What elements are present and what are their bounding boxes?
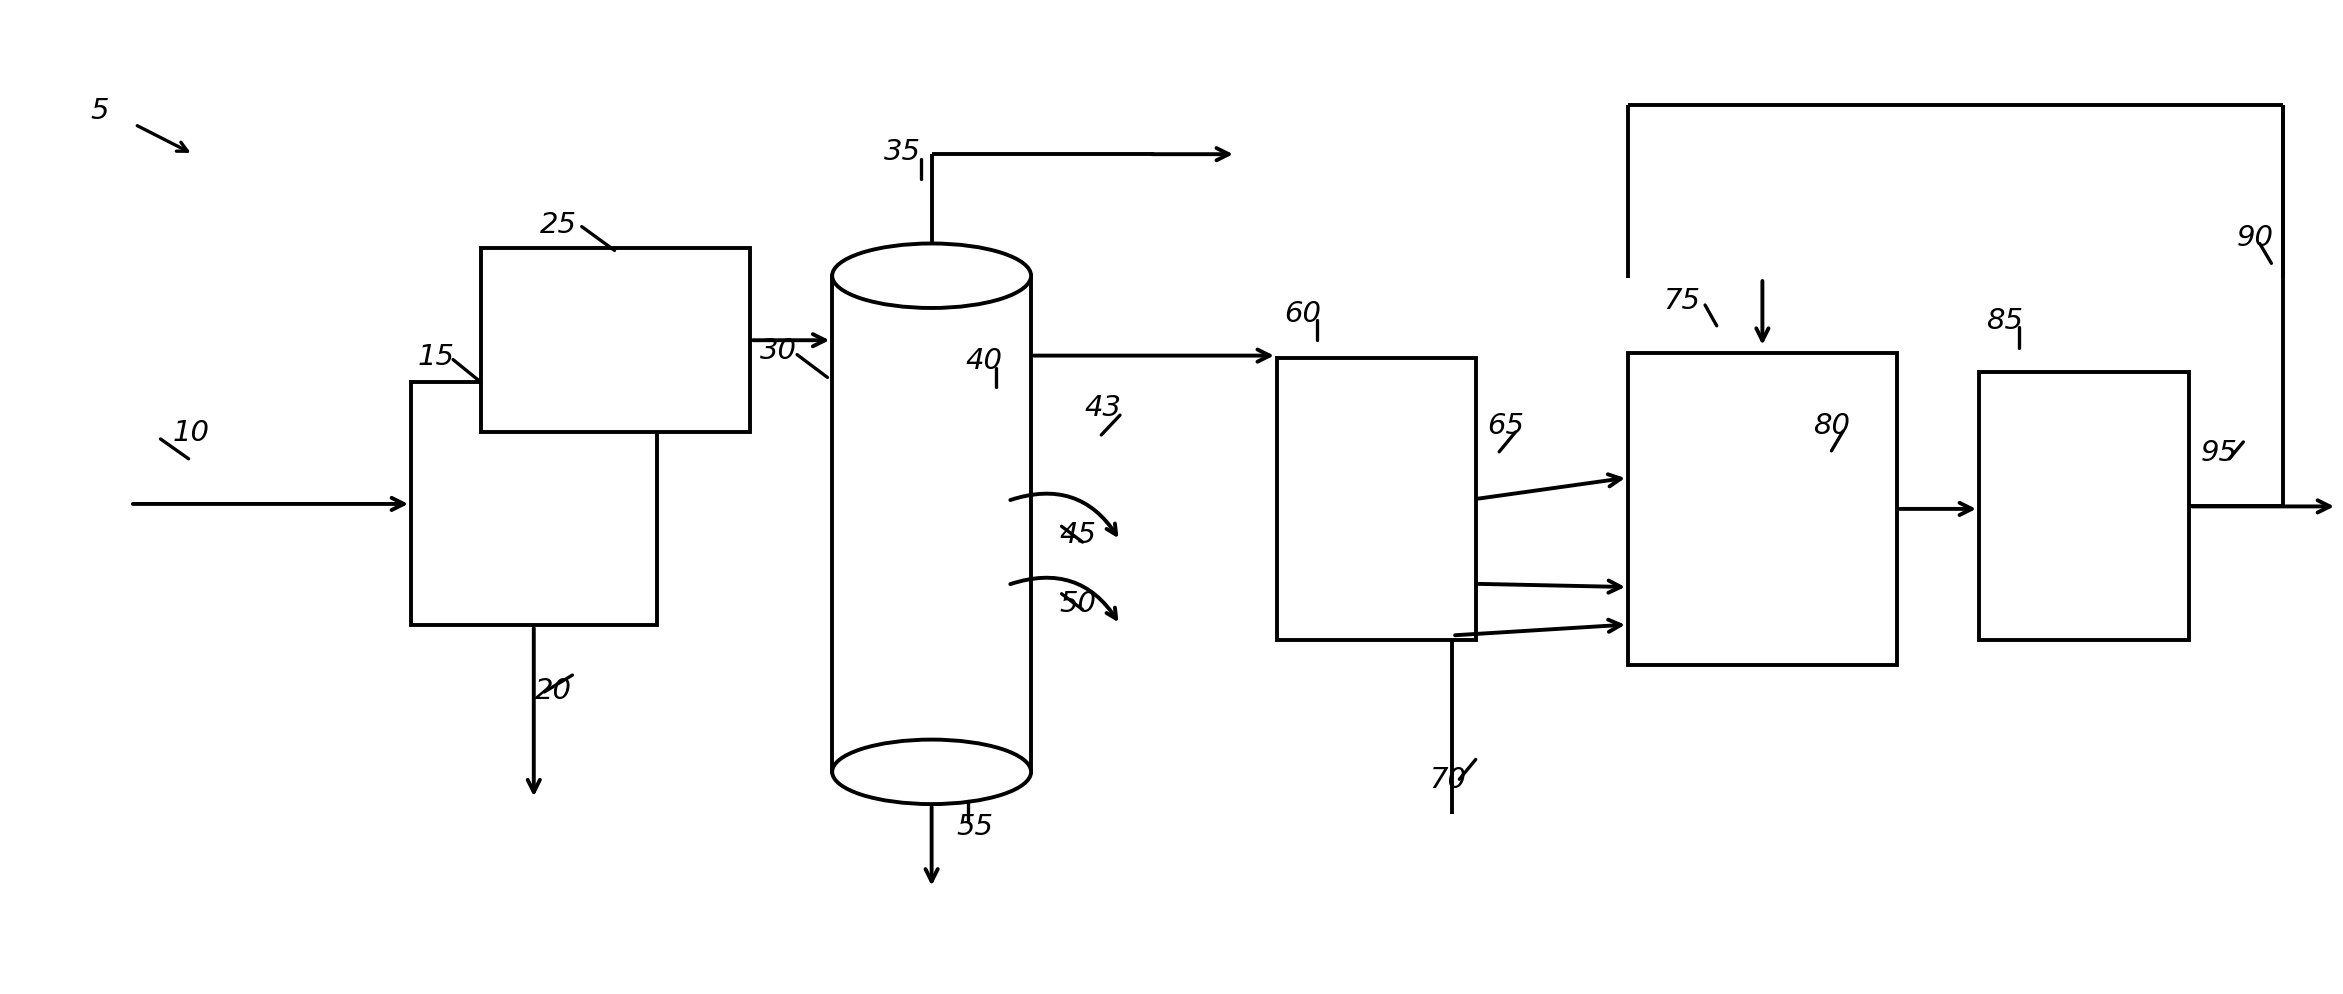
Text: 55: 55 <box>956 812 993 840</box>
Text: 25: 25 <box>539 211 576 239</box>
Text: 20: 20 <box>534 676 572 705</box>
Ellipse shape <box>832 740 1031 804</box>
Bar <box>410 383 656 626</box>
Text: 40: 40 <box>965 346 1003 374</box>
Text: 30: 30 <box>759 336 797 364</box>
Bar <box>480 249 750 432</box>
Text: 95: 95 <box>2200 438 2238 466</box>
Bar <box>1277 358 1476 641</box>
Text: 75: 75 <box>1664 286 1701 315</box>
Text: 43: 43 <box>1085 394 1122 421</box>
Text: 70: 70 <box>1429 765 1467 793</box>
Text: 5: 5 <box>91 96 108 124</box>
Text: 85: 85 <box>1987 306 2022 335</box>
Text: 80: 80 <box>1813 412 1849 439</box>
Ellipse shape <box>832 245 1031 309</box>
Bar <box>1628 353 1898 666</box>
Text: 35: 35 <box>883 138 921 166</box>
Text: 90: 90 <box>2235 224 2273 251</box>
Bar <box>1980 373 2188 641</box>
Text: 50: 50 <box>1059 589 1097 617</box>
Text: 45: 45 <box>1059 521 1097 549</box>
Text: 60: 60 <box>1284 299 1321 328</box>
Text: 15: 15 <box>417 342 455 370</box>
Text: 65: 65 <box>1488 412 1525 439</box>
Text: 10: 10 <box>173 418 209 446</box>
Bar <box>832 276 1031 772</box>
